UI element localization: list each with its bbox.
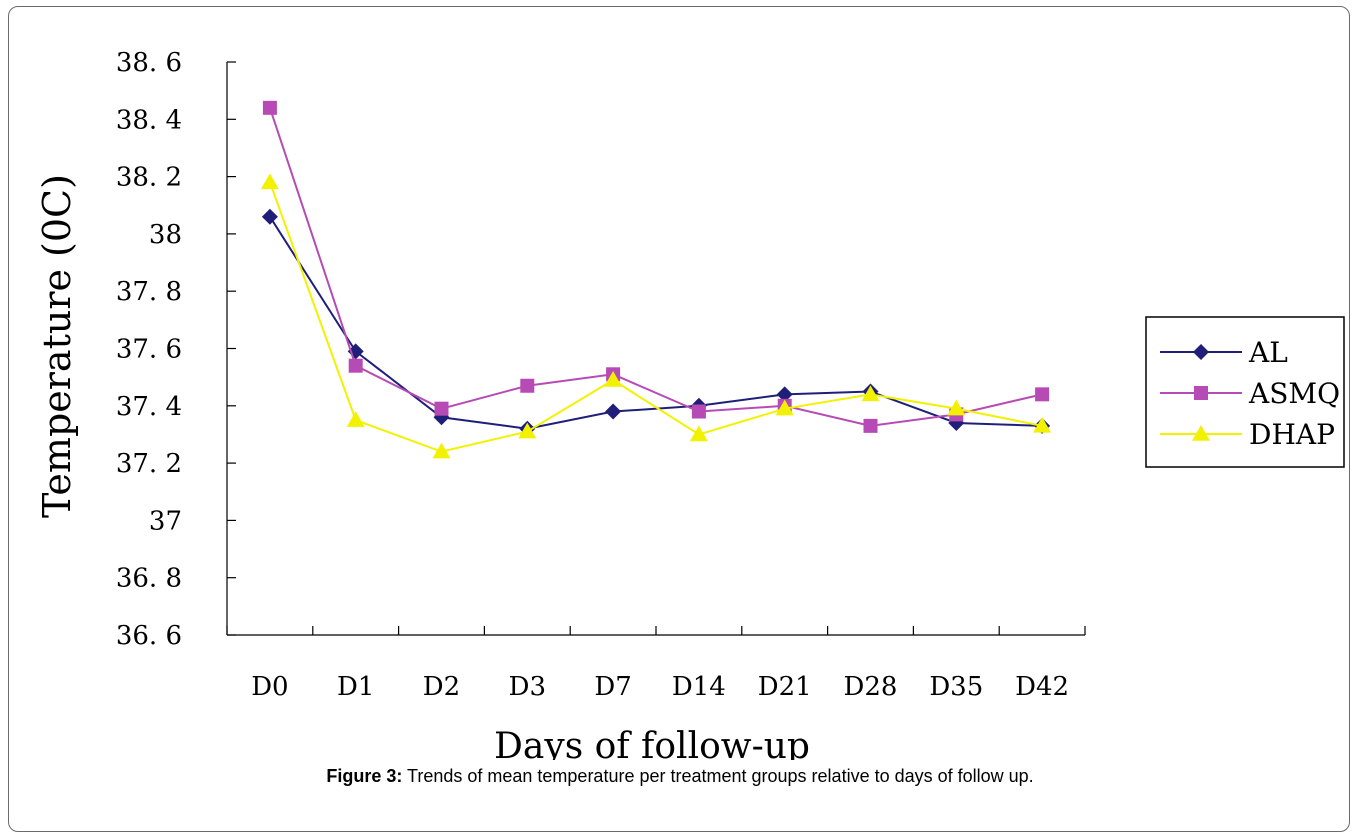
caption-text: Trends of mean temperature per treatment… xyxy=(402,766,1034,786)
data-point-asmq xyxy=(520,378,535,393)
series-layer xyxy=(260,100,1052,459)
data-point-asmq xyxy=(691,404,706,419)
data-point-asmq xyxy=(434,401,449,416)
x-tick-label: D1 xyxy=(337,672,374,702)
x-tick-label: D7 xyxy=(594,672,631,702)
y-tick-label: 38. 2 xyxy=(116,163,182,193)
y-tick-label: 36. 6 xyxy=(116,621,182,651)
x-tick-label: D28 xyxy=(844,672,898,702)
series-line-asmq xyxy=(268,107,1043,427)
data-point-asmq xyxy=(348,358,363,373)
legend-label-asmq: ASMQ xyxy=(1248,377,1340,410)
x-tick-label: D35 xyxy=(929,672,983,702)
y-tick-label: 37. 6 xyxy=(116,335,182,365)
series-al xyxy=(261,208,1051,437)
data-point-dhap xyxy=(689,425,708,442)
data-point-dhap xyxy=(346,411,365,427)
x-tick-label: D14 xyxy=(672,672,726,702)
data-point-asmq xyxy=(863,418,878,433)
series-asmq xyxy=(262,100,1050,433)
series-line-dhap xyxy=(268,181,1043,453)
data-point-dhap xyxy=(861,385,880,402)
y-tick-label: 38. 4 xyxy=(116,105,182,135)
data-point-dhap xyxy=(260,173,279,190)
caption-label: Figure 3: xyxy=(326,766,403,786)
data-point-dhap xyxy=(775,399,794,416)
x-tick-label: D0 xyxy=(251,672,288,702)
x-axis-label: Days of follow-up xyxy=(494,726,810,760)
legend-marker-asmq xyxy=(1194,386,1208,400)
series-line-al xyxy=(269,216,1043,430)
x-tick-label: D2 xyxy=(423,672,460,702)
data-point-dhap xyxy=(518,422,537,439)
data-point-dhap xyxy=(1033,416,1052,433)
y-tick-label: 37 xyxy=(149,506,182,536)
data-point-dhap xyxy=(432,442,451,459)
legend-marker-al xyxy=(1193,344,1209,360)
y-tick-labels: 38. 6 38. 4 38. 2 38 37. 8 37. 6 37. 4 37. 2 37 3… xyxy=(116,48,182,651)
y-axis-label: Temperature (0C) xyxy=(35,174,79,518)
series-dhap xyxy=(260,173,1052,459)
data-point-dhap xyxy=(947,399,966,416)
data-point-dhap xyxy=(604,371,623,387)
y-tick-label: 38 xyxy=(149,220,182,250)
x-tick-labels: D0 D1 D2 D3 D7 D14 D21 D28 D35 D42 xyxy=(251,672,1069,702)
y-tick-label: 36. 8 xyxy=(116,564,182,594)
data-point-al xyxy=(261,208,278,225)
legend-label-dhap: DHAP xyxy=(1249,418,1335,451)
chart-axes xyxy=(226,61,1086,636)
figure-frame xyxy=(8,6,1350,832)
data-point-asmq xyxy=(1035,387,1050,402)
y-tick-label: 37. 8 xyxy=(116,277,182,307)
data-point-al xyxy=(605,403,622,420)
y-tick-label: 38. 6 xyxy=(116,48,182,78)
figure-caption: Figure 3: Trends of mean temperature per… xyxy=(0,766,1360,787)
x-tick-label: D3 xyxy=(509,672,546,702)
data-point-al xyxy=(776,386,793,403)
data-point-asmq xyxy=(262,100,277,115)
y-tick-label: 37. 2 xyxy=(116,449,182,479)
x-tick-label: D21 xyxy=(758,672,812,702)
y-tick-label: 37. 4 xyxy=(116,392,182,422)
legend: AL ASMQ DHAP xyxy=(1145,316,1345,468)
line-chart: 38. 6 38. 4 38. 2 38 37. 8 37. 6 37. 4 37. 2 37 3… xyxy=(35,48,1345,760)
legend-marker-dhap xyxy=(1192,425,1210,441)
legend-label-al: AL xyxy=(1248,336,1288,369)
x-tick-label: D42 xyxy=(1015,672,1069,702)
